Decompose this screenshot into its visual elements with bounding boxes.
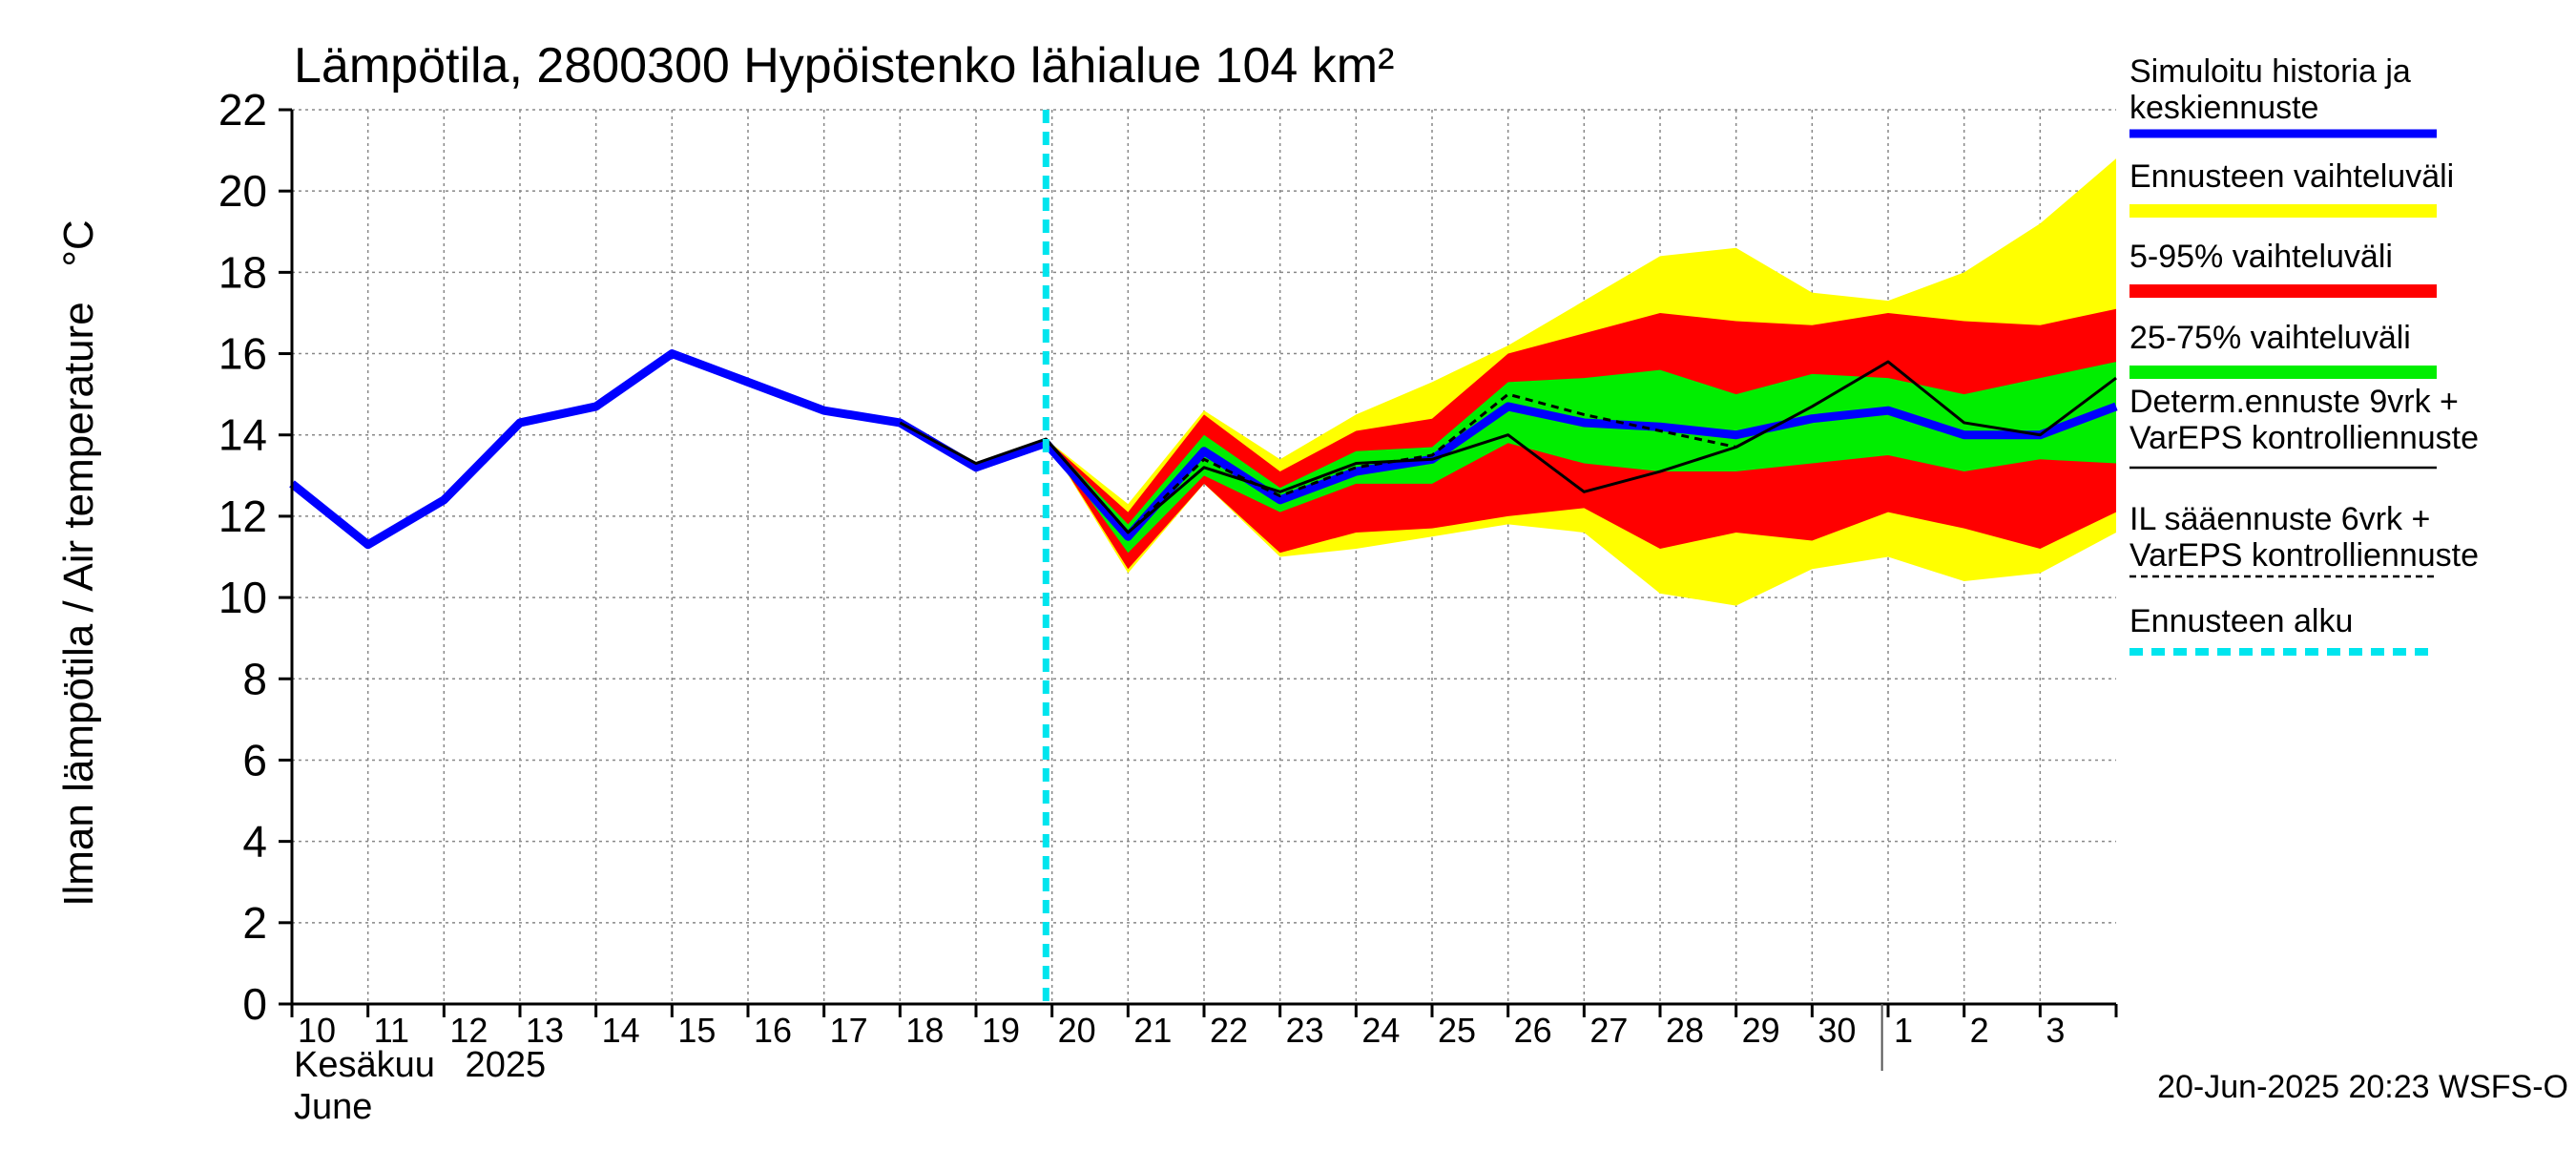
legend-label: 25-75% vaihteluväli [2129, 320, 2411, 356]
x-axis-month-label-en: June [294, 1087, 372, 1127]
x-tick-label: 15 [677, 1011, 716, 1050]
y-tick-label: 20 [218, 166, 267, 216]
y-axis-label: Ilman lämpötila / Air temperature °C [55, 220, 102, 906]
legend-label: IL sääennuste 6vrk + [2129, 501, 2430, 537]
y-tick-label: 16 [218, 329, 267, 379]
x-tick-label: 2 [1970, 1011, 1989, 1050]
legend-label: keskiennuste [2129, 90, 2318, 126]
x-tick-label: 23 [1286, 1011, 1324, 1050]
legend-label: 5-95% vaihteluväli [2129, 239, 2393, 275]
y-tick-label: 4 [242, 817, 267, 867]
chart-title: Lämpötila, 2800300 Hypöistenko lähialue … [294, 38, 1394, 94]
band-25-75 [1046, 362, 2116, 554]
series-line-history-mean [289, 349, 2118, 550]
legend-label: VarEPS kontrolliennuste [2129, 420, 2479, 456]
x-tick-label: 18 [905, 1011, 944, 1050]
x-tick-label: 14 [602, 1011, 640, 1050]
x-tick-label: 28 [1666, 1011, 1704, 1050]
x-tick-label: 26 [1514, 1011, 1552, 1050]
y-tick-label: 6 [242, 735, 267, 784]
y-tick-label: 18 [218, 247, 267, 297]
series-lines [289, 110, 2118, 1004]
x-tick-label: 29 [1742, 1011, 1780, 1050]
timestamp: 20-Jun-2025 20:23 WSFS-O [2157, 1069, 2568, 1105]
y-tick-label: 22 [218, 85, 267, 135]
y-tick-label: 12 [218, 491, 267, 541]
y-tick-label: 0 [242, 979, 267, 1029]
legend-label: Simuloitu historia ja [2129, 53, 2411, 90]
x-tick-label: 10 [298, 1011, 336, 1050]
x-tick-label: 19 [982, 1011, 1020, 1050]
x-tick-label: 12 [449, 1011, 488, 1050]
legend-label: Determ.ennuste 9vrk + [2129, 384, 2459, 420]
x-tick-label: 16 [754, 1011, 792, 1050]
series-line-il-forecast [1045, 392, 1736, 534]
x-tick-label: 3 [2046, 1011, 2065, 1050]
legend-label: Ennusteen vaihteluväli [2129, 158, 2454, 195]
x-tick-label: 1 [1894, 1011, 1913, 1050]
legend-label: Ennusteen alku [2129, 603, 2353, 639]
y-tick-label: 14 [218, 410, 267, 460]
forecast-bands [1046, 158, 2116, 606]
y-tick-label: 8 [242, 654, 267, 703]
x-tick-label: 20 [1058, 1011, 1096, 1050]
x-axis-month-label-fi: Kesäkuu 2025 [294, 1045, 546, 1085]
x-tick-label: 13 [526, 1011, 564, 1050]
legend-label: VarEPS kontrolliennuste [2129, 537, 2479, 574]
x-tick-label: 11 [374, 1011, 409, 1050]
x-tick-label: 25 [1438, 1011, 1476, 1050]
grid [292, 109, 2116, 1004]
x-tick-label: 24 [1361, 1011, 1400, 1050]
x-tick-label: 22 [1210, 1011, 1248, 1050]
x-tick-label: 27 [1589, 1011, 1628, 1050]
y-tick-label: 2 [242, 898, 267, 948]
y-tick-label: 10 [218, 573, 267, 622]
chart-text: Lämpötila, 2800300 Hypöistenko lähialue … [55, 38, 2568, 1127]
x-tick-label: 30 [1818, 1011, 1856, 1050]
x-tick-label: 21 [1133, 1011, 1172, 1050]
x-tick-label: 17 [830, 1011, 868, 1050]
